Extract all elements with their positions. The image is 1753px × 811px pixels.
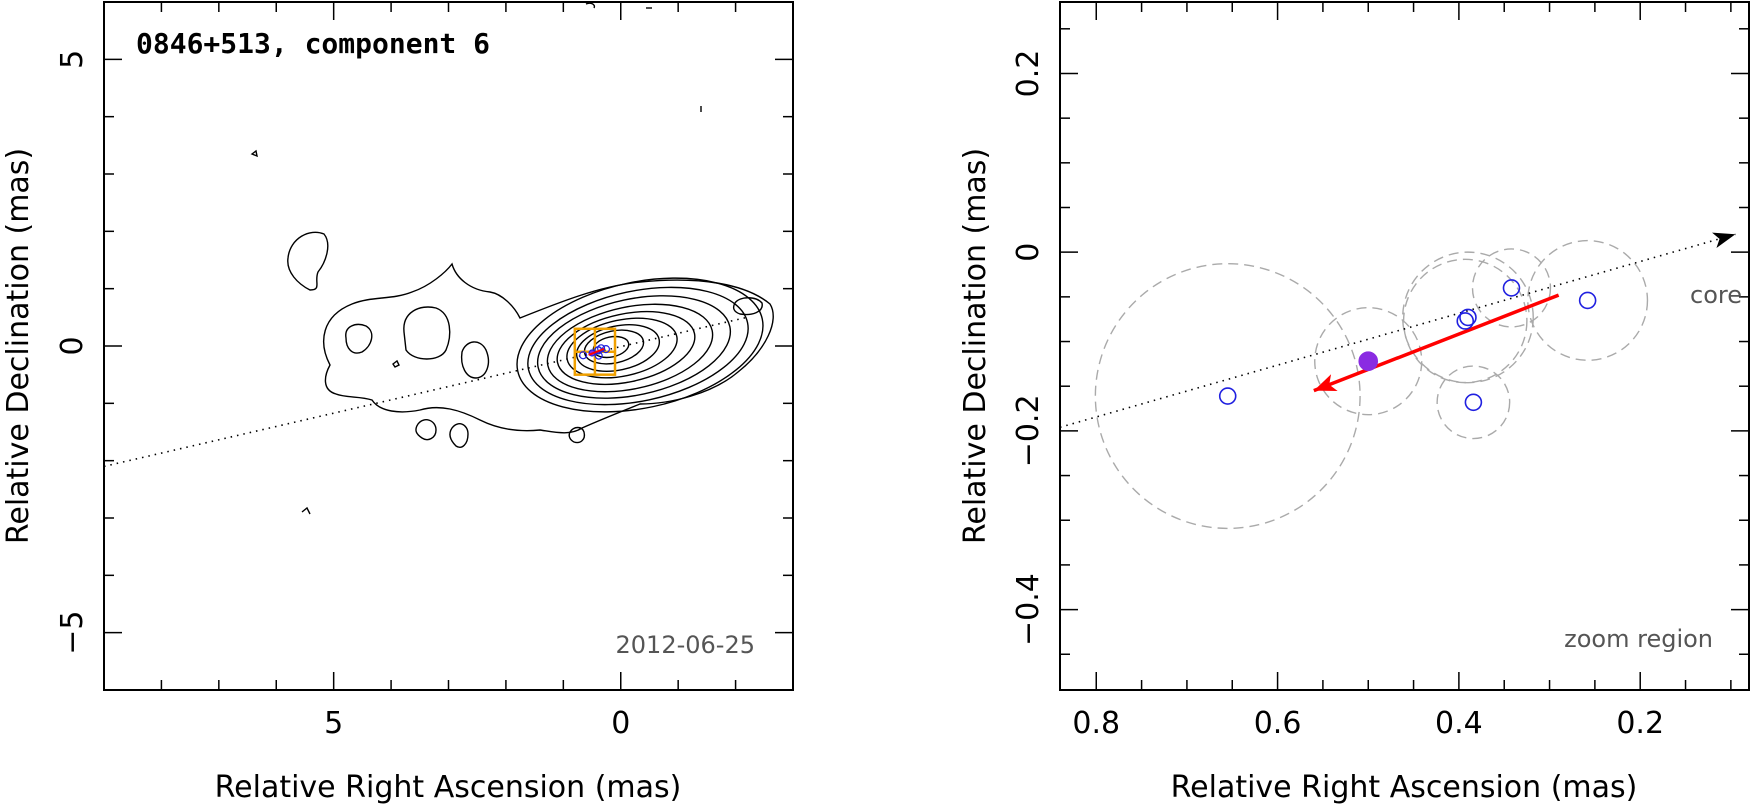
y-tick-label: 5 xyxy=(55,50,90,69)
epoch-label: 2012-06-25 xyxy=(616,631,755,659)
x-tick-label: 0.4 xyxy=(1435,706,1483,741)
y-tick-label: −0.2 xyxy=(1011,394,1046,467)
mini-component-marker xyxy=(579,351,588,360)
component-size-circle xyxy=(1401,251,1534,384)
x-tick-label: 0.8 xyxy=(1072,706,1120,741)
y-tick-label: 0 xyxy=(1011,243,1046,262)
component-marker xyxy=(1459,308,1477,327)
x-tick-label: 0.2 xyxy=(1616,706,1664,741)
component-marker xyxy=(1464,393,1483,412)
core-components xyxy=(579,344,611,360)
left-plot-frame xyxy=(103,1,794,691)
y-tick-label: −5 xyxy=(55,611,90,655)
component-size-circle xyxy=(1527,239,1649,361)
highlighted-component-marker xyxy=(1358,351,1379,371)
left-title: 0846+513, component 6 xyxy=(136,27,490,60)
core-label: core xyxy=(1690,281,1742,309)
velocity-vector-arrowhead xyxy=(1313,374,1338,392)
component-positions xyxy=(1218,279,1597,412)
left-panel: 5 050−5 0846+513, component 6 2012-06-25 … xyxy=(1,1,794,805)
component-size-circles xyxy=(1094,239,1649,530)
mini-component-marker xyxy=(594,351,603,360)
right-y-axis-label: Relative Declination (mas) xyxy=(958,148,993,544)
y-tick-label: 0 xyxy=(55,336,90,355)
mini-velocity-vector xyxy=(588,347,605,356)
y-tick-label: 0.2 xyxy=(1011,50,1046,98)
mini-component-marker xyxy=(597,344,606,353)
x-tick-label: 5 xyxy=(324,706,343,741)
component-size-circle xyxy=(1436,365,1511,440)
component-size-circle xyxy=(1094,262,1361,530)
x-tick-label: 0.6 xyxy=(1254,706,1302,741)
component-marker xyxy=(1502,279,1521,297)
right-x-axis-label: Relative Right Ascension (mas) xyxy=(1171,770,1638,805)
velocity-vector xyxy=(1313,293,1560,393)
component-marker xyxy=(1456,312,1475,330)
left-x-axis-label: Relative Right Ascension (mas) xyxy=(215,770,682,805)
component-marker xyxy=(1218,387,1237,405)
right-ticks: 0.8 0.6 0.4 0.2 0.2 0 −0.2 −0.4 xyxy=(1011,2,1749,741)
core-direction-arrowhead xyxy=(1712,232,1736,249)
jet-axis-line-zoom xyxy=(1060,233,1736,429)
component-size-circle xyxy=(1314,307,1423,416)
left-ticks: 5 0 5 0 −5 xyxy=(55,1,794,741)
x-tick-label: 0 xyxy=(611,706,630,741)
zoom-region-label: zoom region xyxy=(1564,625,1713,653)
contour-map xyxy=(250,2,774,515)
component-size-circle xyxy=(1471,248,1552,328)
component-marker xyxy=(1578,291,1597,310)
y-tick-label: −0.4 xyxy=(1011,573,1046,646)
right-plot-frame xyxy=(1059,1,1750,691)
right-panel: 0.8 0.6 0.4 0.2 0.2 0 −0.2 −0.4 core zoom regio… xyxy=(958,1,1750,805)
left-y-axis-label: Relative Declination (mas) xyxy=(1,148,36,544)
